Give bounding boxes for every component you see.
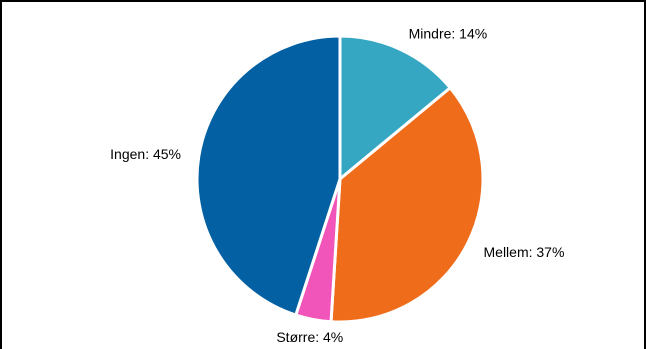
pie-label-st-rre: Større: 4% — [276, 329, 343, 345]
pie-slice-mellem — [329, 85, 485, 324]
pie-label-mindre: Mindre: 14% — [409, 25, 488, 41]
pie-label-mellem: Mellem: 37% — [484, 244, 565, 260]
pie-labels: Mindre: 14% Mellem: 37% Større: 4% Ingen: 4… — [110, 25, 564, 345]
pie-label-ingen: Ingen: 45% — [110, 146, 181, 162]
pie-slice-ingen — [195, 34, 342, 317]
pie-slice-mindre — [338, 34, 453, 183]
pie-slices — [195, 34, 485, 324]
